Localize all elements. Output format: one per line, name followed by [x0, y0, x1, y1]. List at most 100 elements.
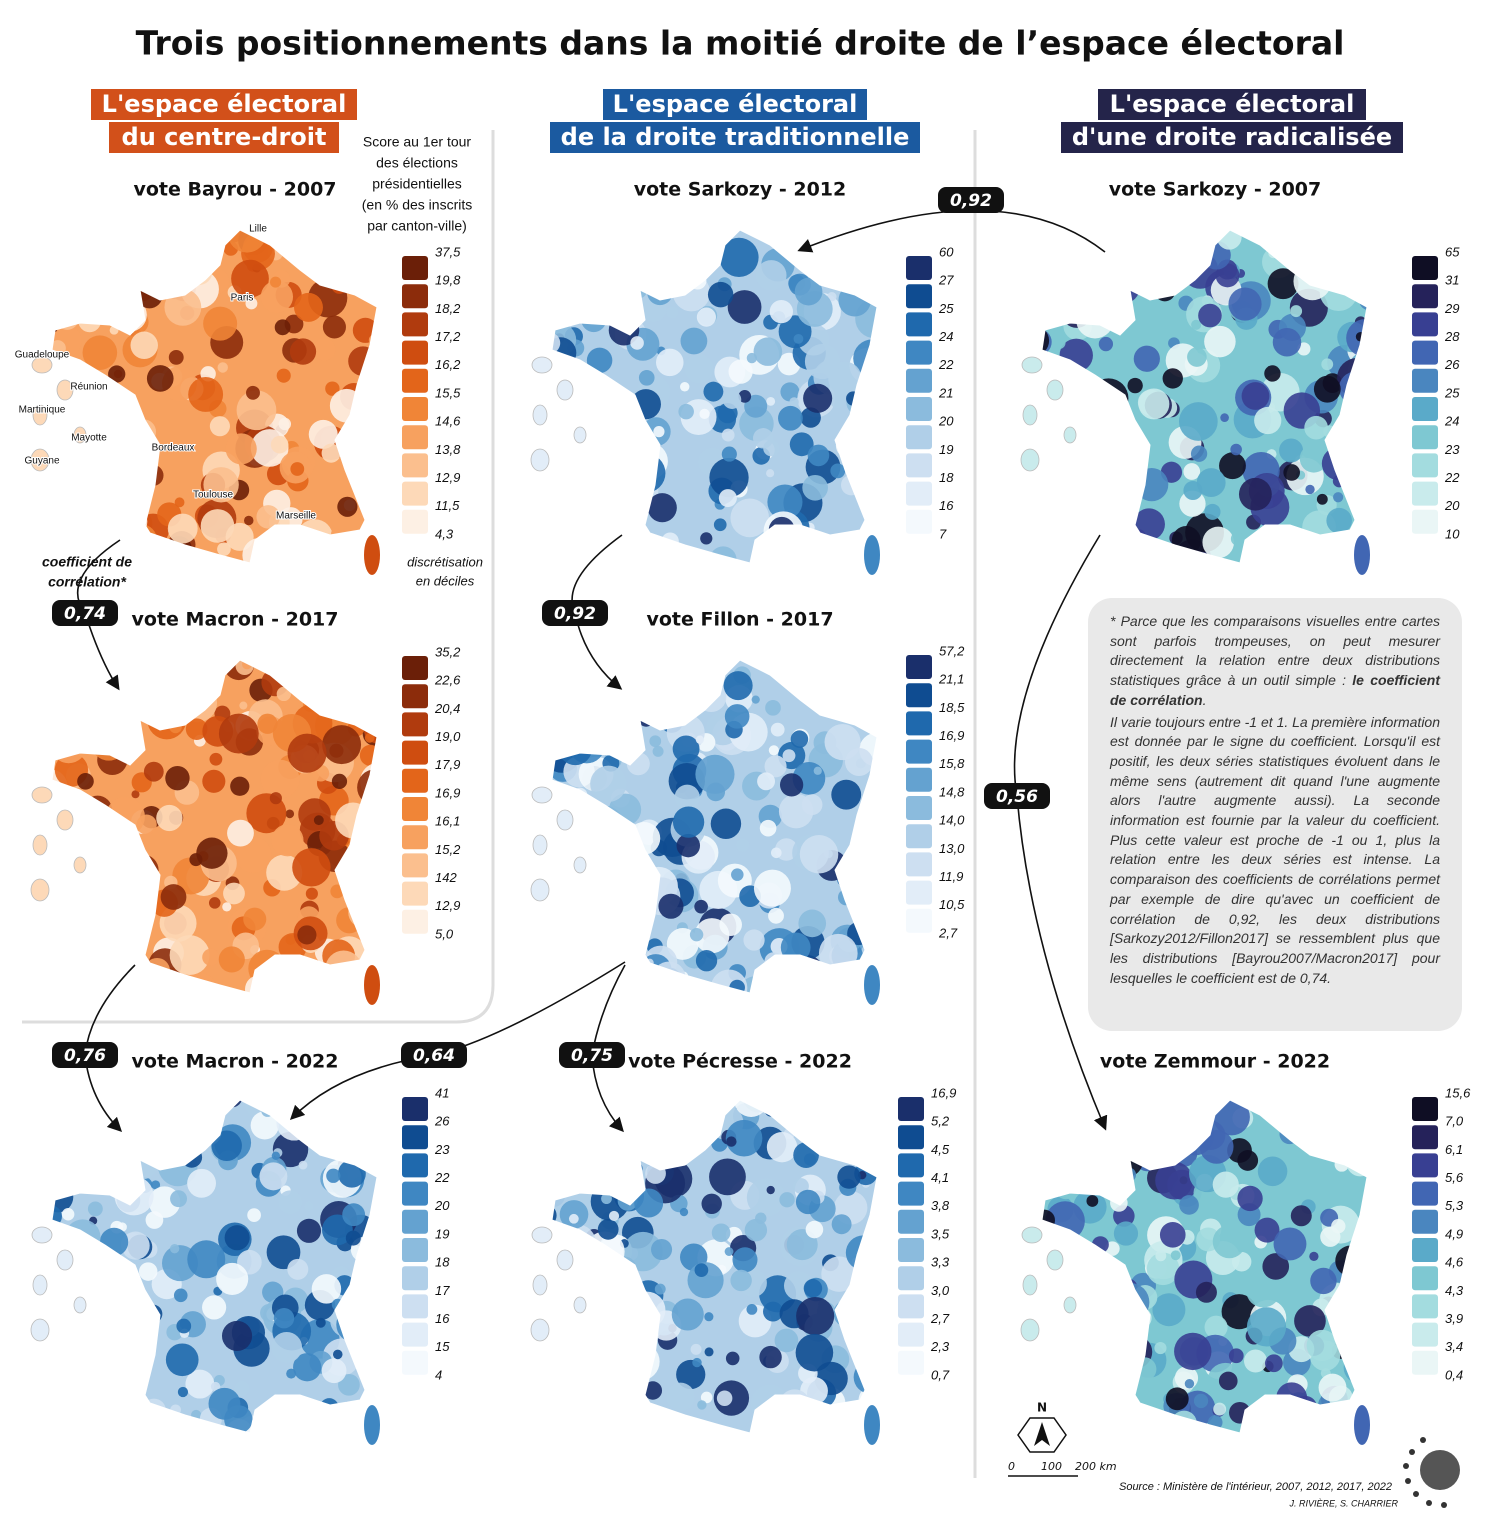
map-patch — [68, 1282, 82, 1296]
map-patch — [133, 677, 159, 703]
map-patch — [647, 279, 673, 306]
overseas-inset — [556, 1249, 574, 1271]
map-patch — [1058, 269, 1092, 304]
map-patch — [584, 1392, 602, 1410]
map-patch — [1088, 1333, 1106, 1350]
map-patch — [767, 484, 803, 520]
map-patch — [753, 337, 783, 366]
map-patch — [552, 924, 592, 963]
map-patch — [611, 504, 621, 514]
map-patch — [348, 1116, 377, 1149]
map-patch — [1346, 1148, 1367, 1177]
map-patch — [621, 1342, 660, 1381]
map-patch — [1042, 282, 1060, 320]
map-patch — [713, 518, 727, 532]
map-patch — [552, 709, 559, 740]
map-patch — [709, 1158, 746, 1196]
map-patch — [176, 1318, 192, 1334]
map-patch — [565, 361, 579, 376]
legend-label: 17,2 — [435, 329, 461, 344]
map-patch — [90, 660, 123, 686]
map-patch — [346, 1407, 366, 1427]
map-patch — [243, 907, 267, 931]
map-patch — [793, 333, 804, 344]
map-patch — [803, 1278, 823, 1298]
map-patch — [552, 857, 560, 882]
map-patch — [1355, 279, 1367, 292]
legend-swatch — [898, 1322, 924, 1347]
map-patch — [170, 1404, 181, 1416]
map-patch — [61, 1208, 75, 1221]
map-patch — [813, 230, 841, 243]
map-patch — [778, 793, 814, 829]
map-patch — [77, 238, 116, 277]
map-patch — [121, 1231, 150, 1260]
correlation-badge — [542, 600, 608, 626]
map-patch — [142, 249, 161, 268]
map-patch — [225, 433, 257, 465]
map-patch — [707, 281, 734, 308]
map-patch — [315, 1408, 332, 1425]
map-patch — [1353, 391, 1367, 411]
map-patch — [1146, 1252, 1180, 1286]
map-patch — [149, 268, 182, 301]
corsica — [1354, 535, 1370, 575]
map-patch — [1243, 1349, 1267, 1373]
correlation-badge — [52, 600, 118, 626]
map-patch — [645, 674, 679, 708]
map-patch — [647, 493, 677, 523]
map-patch — [1304, 415, 1328, 440]
map-patch — [1154, 1342, 1167, 1355]
map-patch — [1045, 461, 1077, 494]
map-patch — [738, 390, 752, 403]
map-patch — [273, 961, 288, 975]
map-patch — [1104, 1278, 1134, 1307]
legend-swatch — [906, 739, 932, 764]
map-patch — [596, 522, 614, 541]
map-patch — [694, 666, 713, 685]
map-patch — [217, 542, 231, 557]
map-patch — [1362, 1146, 1367, 1160]
legend-swatch — [906, 509, 932, 534]
map-patch — [332, 1349, 343, 1360]
map-patch — [322, 725, 362, 765]
map-patch — [1221, 1294, 1257, 1330]
map-patch — [292, 848, 331, 887]
map-patch — [1358, 289, 1367, 311]
scale-label: 200 km — [1075, 1460, 1117, 1473]
map-patch — [1310, 1267, 1337, 1295]
legend-swatch — [1412, 1322, 1438, 1347]
map-patch — [1121, 1167, 1137, 1183]
map-patch — [1162, 368, 1183, 389]
map-patch — [1087, 1155, 1096, 1164]
map-patch — [1335, 1245, 1367, 1277]
map-patch — [853, 906, 877, 934]
map-patch — [224, 1405, 253, 1433]
map-patch — [349, 697, 361, 709]
map-patch — [170, 1190, 188, 1208]
map-patch — [1360, 1276, 1367, 1286]
map-patch — [584, 1302, 601, 1319]
corsica — [364, 1405, 380, 1445]
map-patch — [757, 772, 776, 791]
map-fill — [552, 1100, 877, 1433]
legend-label: 3,9 — [1445, 1311, 1463, 1326]
map-patch — [725, 1351, 740, 1366]
legend-swatch — [402, 909, 428, 934]
overseas-inset — [73, 426, 87, 444]
map-patch — [151, 1180, 161, 1190]
map-patch — [764, 755, 787, 778]
map-patch — [768, 907, 784, 924]
map-patch — [552, 902, 573, 936]
overseas-inset — [556, 379, 574, 401]
map-patch — [345, 1125, 377, 1160]
map-patch — [1312, 1120, 1327, 1135]
map-patch — [1321, 358, 1334, 371]
map-patch — [552, 705, 557, 732]
map-patch — [608, 1408, 620, 1420]
map-patch — [694, 918, 730, 954]
map-patch — [874, 859, 877, 869]
legend-swatch — [906, 683, 932, 708]
map-patch — [1042, 1138, 1060, 1173]
map-patch — [608, 1210, 620, 1222]
